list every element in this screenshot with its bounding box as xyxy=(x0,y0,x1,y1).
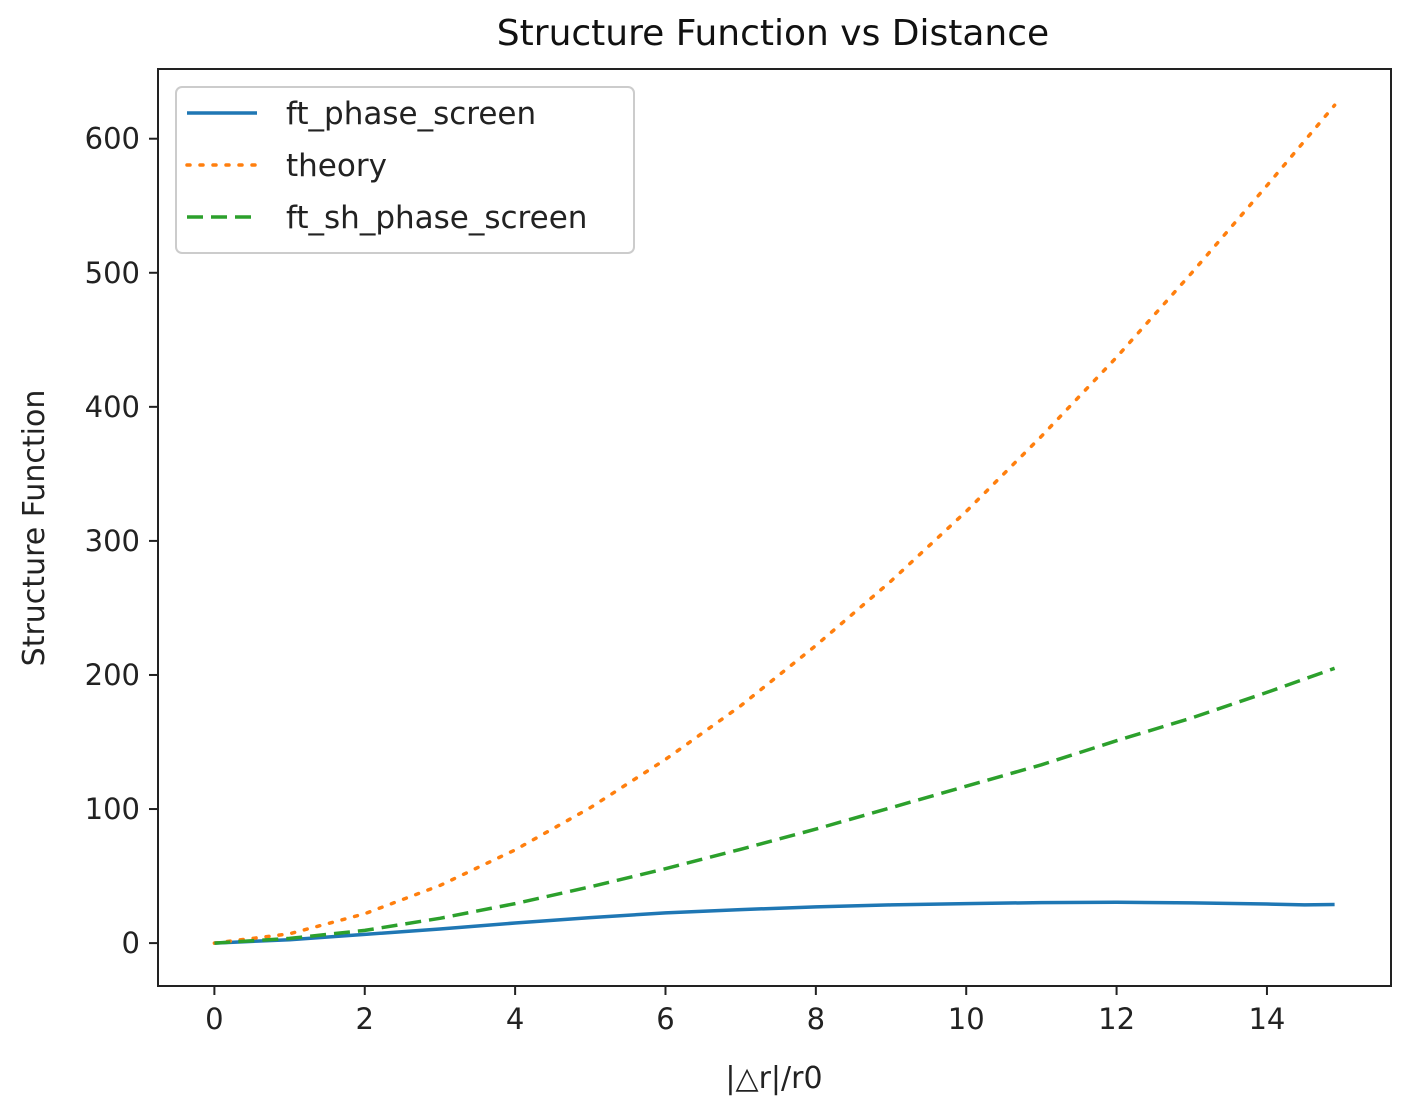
y-tick-label: 300 xyxy=(85,524,140,558)
y-axis: 0 100 200 300 400 500 600 xyxy=(85,122,158,960)
x-tick-label: 12 xyxy=(1098,1002,1135,1036)
x-tick-label: 4 xyxy=(506,1002,524,1036)
legend-label-ft-phase-screen: ft_phase_screen xyxy=(286,96,536,132)
x-tick-label: 6 xyxy=(656,1002,674,1036)
legend-box xyxy=(175,86,635,254)
chart-title: Structure Function vs Distance xyxy=(497,13,1049,54)
x-axis-label: |△r|/r0 xyxy=(725,1061,822,1096)
y-tick-label: 400 xyxy=(85,390,140,424)
series-line-ft-phase-screen xyxy=(214,900,1335,945)
y-tick-label: 500 xyxy=(85,256,140,290)
x-tick-label: 0 xyxy=(205,1002,223,1036)
x-axis: 0 2 4 6 8 10 12 14 xyxy=(205,986,1285,1036)
series-layer xyxy=(212,103,1337,945)
y-tick-label: 0 xyxy=(122,926,140,960)
y-tick-label: 600 xyxy=(85,122,140,156)
x-tick-label: 2 xyxy=(356,1002,374,1036)
x-tick-label: 8 xyxy=(807,1002,825,1036)
y-tick-label: 100 xyxy=(85,792,140,826)
series-line-theory xyxy=(212,103,1337,945)
legend-label-ft-sh-phase-screen: ft_sh_phase_screen xyxy=(286,200,587,236)
plot-frame xyxy=(157,68,1392,987)
x-tick-label: 10 xyxy=(948,1002,985,1036)
series-line-ft-sh-phase-screen xyxy=(214,666,1336,945)
legend-label-theory: theory xyxy=(286,148,387,184)
y-tick-label: 200 xyxy=(85,658,140,692)
x-tick-label: 14 xyxy=(1248,1002,1285,1036)
y-axis-label: Structure Function xyxy=(17,390,52,667)
